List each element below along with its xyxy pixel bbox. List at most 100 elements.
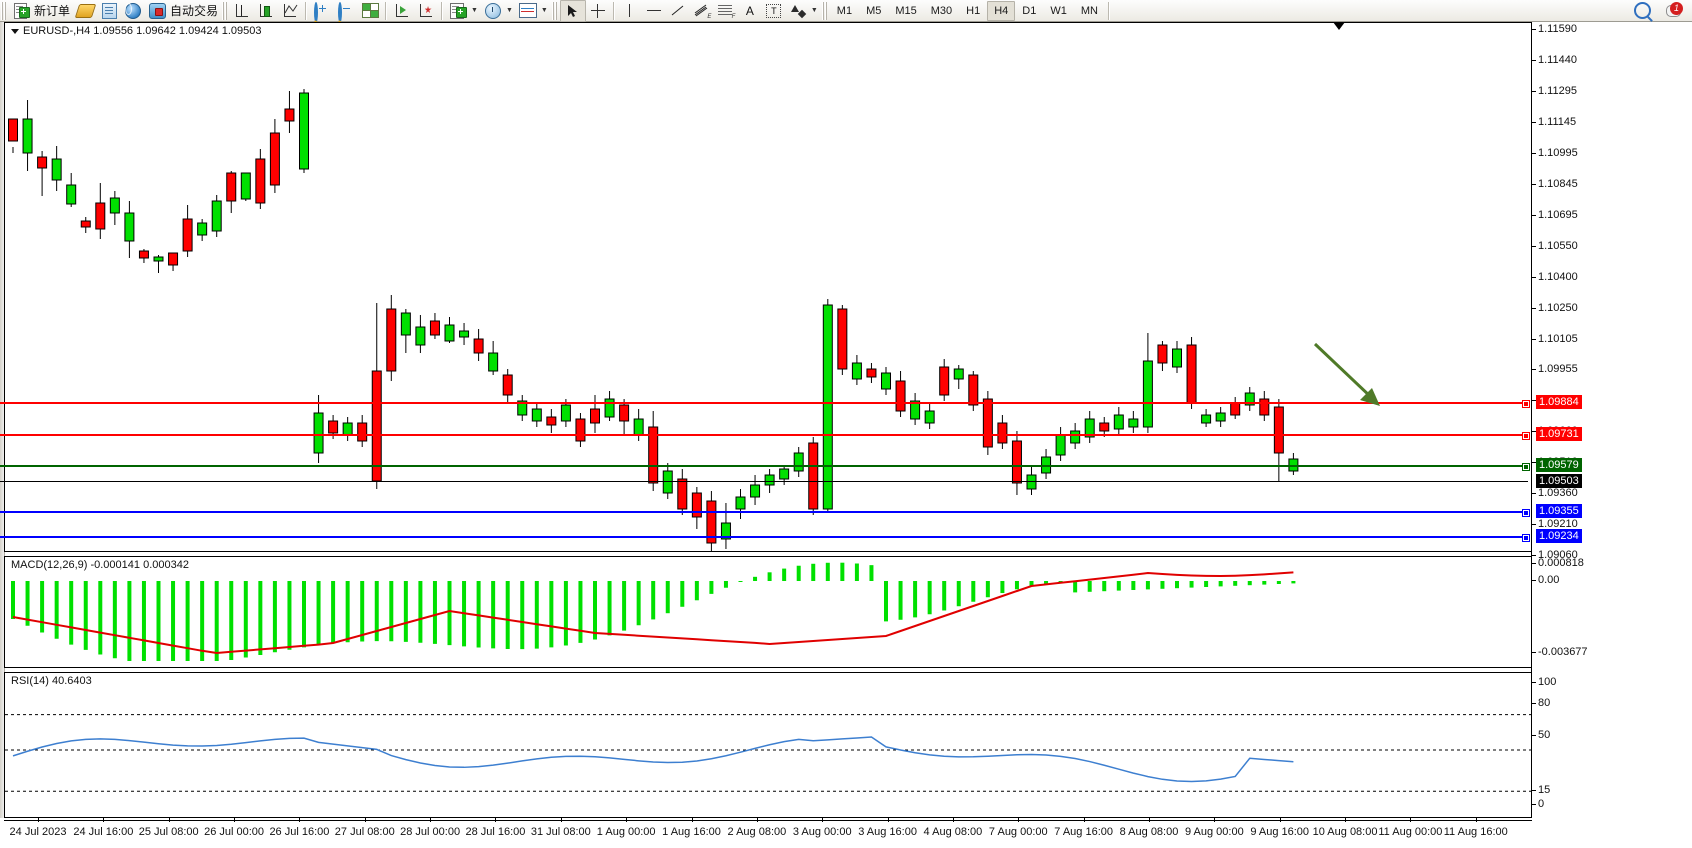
level-line-resistance-1[interactable] [0, 402, 1528, 404]
price-axis-label: 1.10695 [1538, 208, 1578, 221]
text-label-icon[interactable]: T [762, 1, 786, 21]
level-line-support-blue-1[interactable] [0, 511, 1528, 513]
level-line-current-price[interactable] [0, 481, 1528, 482]
price-axis-label: 1.10400 [1538, 270, 1578, 283]
auto-trading-label[interactable]: 自动交易 [170, 4, 219, 18]
timeframe-h1[interactable]: H1 [966, 4, 981, 17]
toolbar-grip-2[interactable] [222, 1, 229, 20]
toolbar-grip-3[interactable] [551, 1, 558, 20]
level-price-tag-current-price[interactable]: 1.09503 [1536, 474, 1582, 488]
rsi-pane[interactable]: RSI(14) 40.6403 [4, 672, 1532, 818]
tile-windows-icon[interactable] [358, 1, 382, 21]
timeframe-m1[interactable]: M1 [836, 4, 853, 17]
new-order-label[interactable]: 新订单 [34, 4, 71, 18]
shapes-chevron-down-icon[interactable]: ▼ [810, 7, 818, 14]
autoscroll-icon[interactable] [414, 1, 438, 21]
toolbar-grip[interactable] [1, 1, 7, 20]
terminal-icon[interactable] [97, 1, 121, 21]
level-line-support-blue-2[interactable] [0, 536, 1528, 538]
bar-chart-icon[interactable] [230, 1, 254, 21]
chart-menu-triangle-icon[interactable] [11, 28, 19, 34]
chart-drop-marker-icon [1333, 22, 1345, 30]
price-axis-tick [1532, 29, 1536, 30]
periods-chevron-down-icon[interactable]: ▼ [505, 7, 513, 14]
timeframe-m30[interactable]: M30 [930, 4, 953, 17]
time-axis-label: 9 Aug 16:00 [1250, 826, 1310, 838]
chart-area[interactable]: EURUSD-,H4 1.09556 1.09642 1.09424 1.095… [0, 22, 1692, 848]
price-axis-tick [1532, 121, 1536, 123]
timeframe-m15[interactable]: M15 [895, 4, 917, 17]
macd-axis-label-tick [1532, 580, 1536, 581]
level-price-tag-support-blue-2[interactable]: 1.09234 [1536, 529, 1582, 543]
level-handle-support-green[interactable] [1522, 463, 1530, 471]
chart-symbol-title: EURUSD-,H4 1.09556 1.09642 1.09424 1.095… [11, 25, 262, 37]
horizontal-line-icon[interactable] [642, 1, 666, 21]
price-axis-label: 1.11590 [1538, 23, 1577, 35]
time-axis-tick [234, 818, 236, 822]
signals-icon[interactable] [121, 1, 145, 21]
macd-axis-label-tick [1532, 652, 1536, 653]
main-toolbar[interactable]: 新订单 自动交易 ▼ ▼ ▼ [0, 0, 1692, 23]
price-axis[interactable]: 1.11590 1.11440 1.11295 1.11145 1.10995 1.108… [1532, 22, 1692, 818]
auto-trading-icon[interactable] [145, 1, 169, 21]
equidistant-channel-icon[interactable]: E [690, 1, 714, 21]
indicators-icon[interactable] [446, 1, 470, 21]
templates-chevron-down-icon[interactable]: ▼ [540, 7, 548, 14]
zoom-out-icon[interactable] [334, 1, 358, 23]
shift-end-icon[interactable] [390, 1, 414, 21]
templates-icon[interactable] [516, 1, 540, 21]
time-axis-label: 10 Aug 08:00 [1312, 826, 1378, 838]
macd-indicator-label: MACD(12,26,9) -0.000141 0.000342 [11, 559, 189, 571]
time-axis-label: 24 Jul 16:00 [73, 826, 134, 838]
indicators-chevron-down-icon[interactable]: ▼ [471, 7, 478, 14]
crosshair-icon[interactable] [586, 1, 610, 21]
time-axis[interactable]: 24 Jul 2023 24 Jul 16:00 25 Jul 08:00 26 Ju… [4, 818, 1532, 848]
timeframe-w1[interactable]: W1 [1050, 4, 1067, 17]
level-price-tag-support-blue-1[interactable]: 1.09355 [1536, 504, 1582, 518]
level-price-tag-resistance-2[interactable]: 1.09731 [1536, 427, 1582, 441]
level-line-resistance-2[interactable] [0, 434, 1528, 436]
price-axis-tick [1532, 183, 1536, 185]
fibonacci-icon[interactable]: F [714, 1, 738, 21]
price-axis-tick [1532, 431, 1536, 433]
down-arrow-annotation[interactable] [1312, 340, 1388, 414]
zoom-in-icon[interactable] [310, 1, 334, 23]
candlestick-icon[interactable] [254, 1, 278, 21]
rsi-axis-label-tick [1532, 703, 1536, 704]
level-handle-resistance-2[interactable] [1522, 432, 1530, 440]
trendline-icon[interactable] [666, 1, 690, 21]
time-axis-label: 9 Aug 00:00 [1184, 826, 1244, 838]
level-handle-support-blue-2[interactable] [1522, 534, 1530, 542]
level-handle-support-blue-1[interactable] [1522, 509, 1530, 517]
timeframe-m5[interactable]: M5 [866, 4, 882, 17]
level-handle-resistance-1[interactable] [1522, 400, 1530, 408]
price-axis-label: 1.09360 [1538, 487, 1578, 500]
line-chart-icon[interactable] [278, 1, 302, 21]
gold-icon[interactable] [73, 1, 97, 21]
level-line-support-green[interactable] [0, 465, 1528, 467]
periods-icon[interactable] [481, 1, 505, 21]
timeframe-d1[interactable]: D1 [1022, 4, 1037, 17]
notifications-icon[interactable]: 1 [1662, 1, 1686, 21]
price-axis-tick [1532, 524, 1536, 526]
level-price-tag-resistance-1[interactable]: 1.09884 [1536, 395, 1582, 409]
rsi-axis-label-tick [1532, 735, 1536, 736]
new-order-icon[interactable] [9, 1, 33, 21]
macd-pane[interactable]: MACD(12,26,9) -0.000141 0.000342 [4, 556, 1532, 668]
time-axis-tick [1214, 818, 1216, 822]
search-icon[interactable] [1630, 1, 1654, 21]
vertical-line-icon[interactable] [618, 1, 642, 21]
toolbar-separator-1 [305, 1, 308, 20]
shapes-icon[interactable] [786, 1, 810, 21]
text-icon[interactable]: A [745, 3, 754, 18]
time-axis-label: 28 Jul 16:00 [465, 826, 526, 838]
price-axis-label: 1.09060 [1538, 549, 1578, 562]
toolbar-grip-4[interactable] [821, 1, 828, 20]
timeframe-h4[interactable]: H4 [987, 0, 1016, 21]
cursor-icon[interactable] [559, 0, 586, 22]
timeframe-mn[interactable]: MN [1080, 4, 1098, 17]
time-axis-tick [756, 818, 758, 822]
price-pane[interactable]: EURUSD-,H4 1.09556 1.09642 1.09424 1.095… [4, 22, 1532, 552]
level-price-tag-support-green[interactable]: 1.09579 [1536, 458, 1582, 472]
toolbar-separator-2 [385, 1, 388, 20]
